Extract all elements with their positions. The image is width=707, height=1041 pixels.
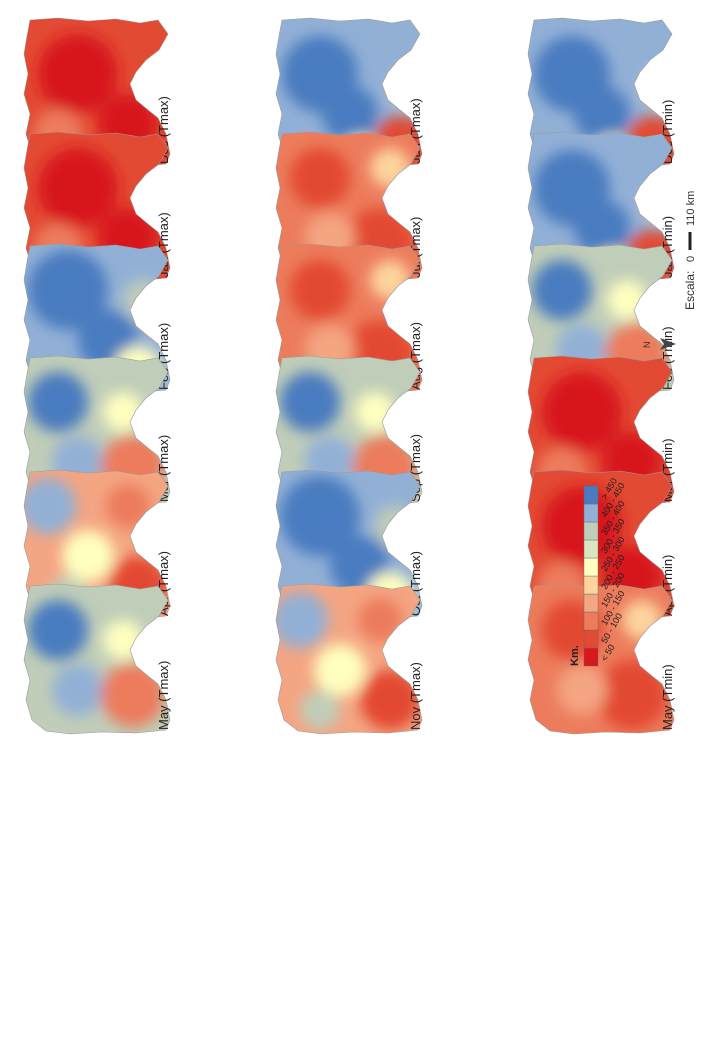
scale-label: Escala: <box>683 271 697 310</box>
legend-swatch <box>583 611 599 631</box>
legend-swatch <box>583 503 599 523</box>
heatmap-surface <box>24 584 170 734</box>
legend-swatch <box>583 539 599 559</box>
north-arrow: N <box>642 338 676 350</box>
north-symbol: N <box>642 342 652 349</box>
map-panel: May (Tmax) <box>23 583 171 735</box>
map-panel: Nov (Tmax) <box>275 583 423 735</box>
legend-title: Km. <box>569 645 581 666</box>
panel-label: Nov (Tmax) <box>408 662 423 730</box>
panel-label: May (Tmin) <box>660 664 675 730</box>
scale-end: 110 km <box>685 191 697 226</box>
scale-bar: Escala: 0 110 km <box>683 191 697 310</box>
panel-label: May (Tmax) <box>156 661 171 730</box>
legend-swatch <box>583 485 599 505</box>
heatmap-surface <box>276 584 422 734</box>
legend-swatch <box>583 557 599 577</box>
legend-swatch <box>583 629 599 649</box>
scale-start: 0 <box>685 256 697 262</box>
legend-swatch <box>583 647 599 667</box>
north-arrow-icon <box>660 338 676 350</box>
legend-swatch <box>583 593 599 613</box>
legend-swatch <box>583 575 599 595</box>
legend-swatch <box>583 521 599 541</box>
